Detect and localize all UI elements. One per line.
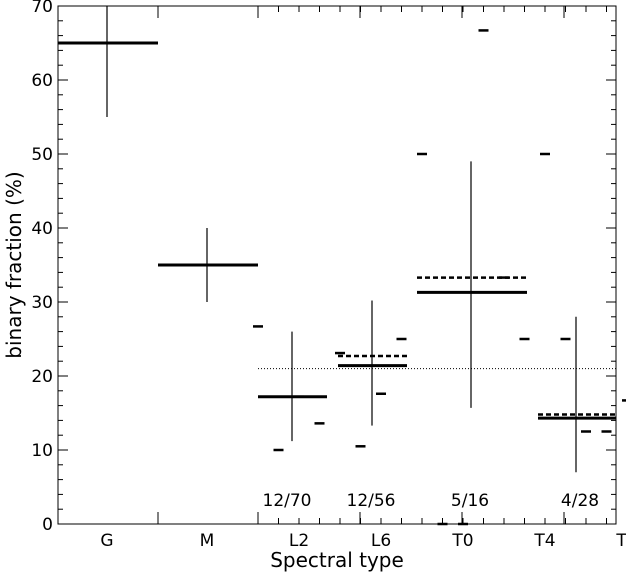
y-tick-label: 0 <box>42 515 53 535</box>
x-tick-label: L6 <box>371 531 391 551</box>
annotation-label: 4/28 <box>561 491 599 511</box>
y-tick-label: 10 <box>31 441 53 461</box>
y-tick-label: 70 <box>31 0 53 17</box>
y-axis-label: binary fraction (%) <box>2 171 26 358</box>
x-tick-label: L2 <box>289 531 309 551</box>
x-axis-label: Spectral type <box>270 548 404 572</box>
x-tick-label: M <box>200 531 215 551</box>
x-tick-label: T4 <box>533 531 555 551</box>
annotation-label: 12/56 <box>347 491 396 511</box>
y-tick-label: 40 <box>31 219 53 239</box>
axis-ticks: 0 10 20 30 40 50 60 70 G M L2 L6 T0 T4 T8 <box>31 0 626 551</box>
plot-frame <box>57 5 617 525</box>
x-tick-label: T8 <box>615 531 626 551</box>
y-tick-label: 60 <box>31 71 53 91</box>
annotation-label: 5/16 <box>451 491 489 511</box>
annotation-label: 12/70 <box>263 491 312 511</box>
x-tick-label: G <box>100 531 113 551</box>
y-tick-label: 30 <box>31 293 53 313</box>
y-tick-label: 50 <box>31 145 53 165</box>
binned-values <box>58 6 616 473</box>
subtype-points <box>253 29 626 526</box>
y-tick-label: 20 <box>31 367 53 387</box>
x-tick-label: T0 <box>451 531 473 551</box>
